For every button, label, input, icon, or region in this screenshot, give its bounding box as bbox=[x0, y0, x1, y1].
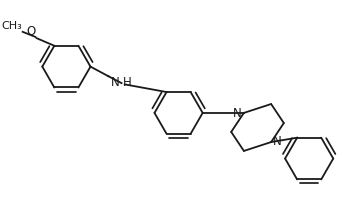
Text: N: N bbox=[111, 76, 120, 89]
Text: N: N bbox=[273, 135, 282, 148]
Text: CH₃: CH₃ bbox=[1, 21, 22, 31]
Text: H: H bbox=[123, 76, 131, 89]
Text: O: O bbox=[27, 24, 36, 38]
Text: N: N bbox=[233, 107, 242, 120]
